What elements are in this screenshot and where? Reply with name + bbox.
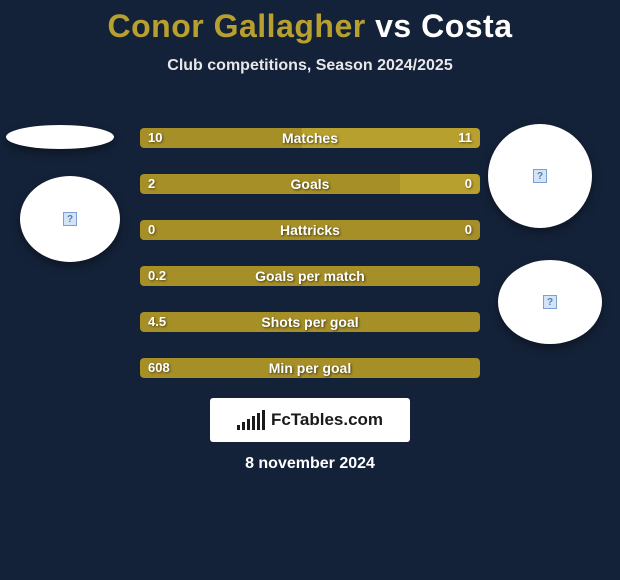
stat-label: Matches: [282, 128, 338, 148]
stat-row: 10 11 Matches: [140, 128, 480, 148]
stat-row: 0 0 Hattricks: [140, 220, 480, 240]
stat-label: Shots per goal: [261, 312, 358, 332]
stats-area: 10 11 Matches 2 0 Goals 0 0 Hattricks 0.2 Goals pe…: [140, 128, 480, 404]
stat-label: Goals per match: [255, 266, 365, 286]
logo-bar: [247, 419, 250, 430]
avatar-ellipse: [6, 125, 114, 149]
avatar-ellipse: ?: [498, 260, 602, 344]
avatar-ellipse: ?: [488, 124, 592, 228]
stat-bar-left: [140, 174, 400, 194]
date-label: 8 november 2024: [0, 455, 620, 473]
fctables-logo: FcTables.com: [210, 398, 410, 442]
stat-value-left: 608: [148, 358, 170, 378]
player1-name: Conor Gallagher: [108, 8, 366, 44]
stat-label: Goals: [291, 174, 330, 194]
avatar-ellipse: ?: [20, 176, 120, 262]
stat-row: 608 Min per goal: [140, 358, 480, 378]
stat-label: Min per goal: [269, 358, 351, 378]
comparison-title: Conor Gallagher vs Costa: [0, 0, 620, 45]
player2-name: Costa: [421, 8, 512, 44]
placeholder-icon: ?: [543, 295, 557, 309]
logo-bars-icon: [237, 410, 265, 430]
stat-bar-left: [140, 128, 302, 148]
logo-bar: [252, 416, 255, 430]
logo-bar: [237, 425, 240, 430]
vs-word: vs: [375, 8, 412, 44]
stat-value-left: 10: [148, 128, 162, 148]
stat-value-left: 4.5: [148, 312, 166, 332]
stat-row: 0.2 Goals per match: [140, 266, 480, 286]
logo-text: FcTables.com: [271, 410, 383, 430]
stat-value-right: 0: [465, 174, 472, 194]
stat-value-right: 0: [465, 220, 472, 240]
placeholder-icon: ?: [533, 169, 547, 183]
stat-row: 2 0 Goals: [140, 174, 480, 194]
stat-value-left: 2: [148, 174, 155, 194]
logo-bar: [242, 422, 245, 430]
logo-bar: [257, 413, 260, 430]
stat-value-left: 0: [148, 220, 155, 240]
stat-label: Hattricks: [280, 220, 340, 240]
subtitle: Club competitions, Season 2024/2025: [0, 57, 620, 75]
stat-value-left: 0.2: [148, 266, 166, 286]
placeholder-icon: ?: [63, 212, 77, 226]
logo-bar: [262, 410, 265, 430]
stat-value-right: 11: [458, 128, 472, 148]
stat-row: 4.5 Shots per goal: [140, 312, 480, 332]
